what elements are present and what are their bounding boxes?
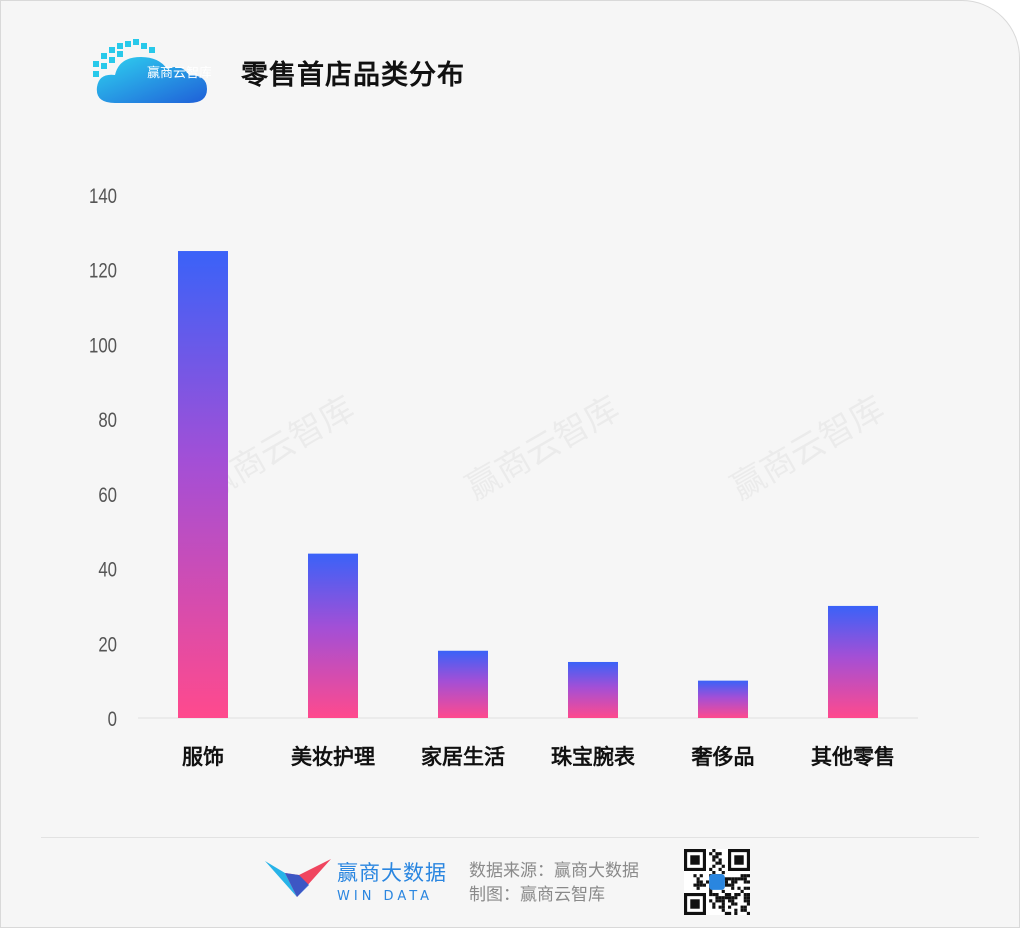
- x-category-label: 其他零售: [811, 745, 895, 769]
- y-tick-label: 80: [98, 409, 117, 432]
- qr-code-icon: [684, 849, 750, 915]
- footer-brand: 赢商大数据 WIN DATA: [337, 857, 447, 904]
- y-tick-label: 140: [89, 185, 117, 208]
- bar-4: [698, 680, 748, 718]
- footer-divider: [41, 837, 979, 838]
- x-category-label: 家居生活: [421, 745, 505, 769]
- chart-title: 零售首店品类分布: [241, 60, 465, 91]
- y-tick-label: 100: [89, 335, 117, 358]
- x-category-label: 奢侈品: [691, 745, 755, 769]
- bar-1: [308, 553, 358, 718]
- bar-2: [438, 650, 488, 718]
- x-category-label: 珠宝腕表: [551, 745, 636, 769]
- source-line: 数据来源：赢商大数据: [469, 861, 639, 881]
- x-category-label: 服饰: [182, 745, 224, 769]
- y-tick-label: 20: [98, 634, 117, 657]
- y-tick-label: 40: [98, 559, 117, 582]
- svg-text:赢商云智库: 赢商云智库: [147, 65, 211, 81]
- brand-name-en: WIN DATA: [337, 889, 434, 904]
- cloud-logo-icon: 赢商云智库: [93, 39, 211, 103]
- maker-line: 制图：赢商云智库: [469, 885, 605, 905]
- bar-chart: 0 20 40 60 80 100 120 140 服饰 美妆护理 家居生活 珠宝腕表 奢侈品 其他零售: [89, 185, 918, 769]
- brand-name-cn: 赢商大数据: [337, 861, 447, 885]
- y-tick-label: 120: [89, 260, 117, 283]
- x-category-label: 美妆护理: [291, 745, 375, 769]
- y-tick-label: 0: [108, 708, 117, 731]
- source-note: 数据来源：赢商大数据 制图：赢商云智库: [469, 859, 639, 907]
- bar-3: [568, 661, 618, 718]
- win-data-logo-icon: [265, 859, 331, 897]
- y-tick-label: 60: [98, 484, 117, 507]
- bar-5: [828, 605, 878, 718]
- bar-0: [178, 251, 228, 719]
